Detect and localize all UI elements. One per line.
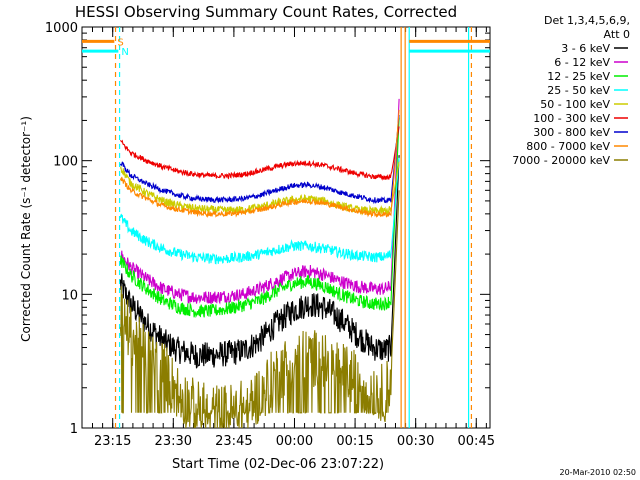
x-tick-label: 00:15 bbox=[336, 434, 373, 449]
chart-title: HESSI Observing Summary Count Rates, Cor… bbox=[75, 3, 457, 21]
orbit-bar-label: N bbox=[121, 47, 128, 58]
legend-label: 50 - 100 keV bbox=[540, 98, 610, 111]
y-tick-label: 10 bbox=[61, 288, 78, 303]
legend-label: 100 - 300 keV bbox=[533, 112, 610, 125]
series-line bbox=[119, 114, 400, 205]
plot-area: SN bbox=[82, 27, 490, 428]
series-line bbox=[119, 157, 400, 265]
x-tick-label: 23:30 bbox=[155, 434, 192, 449]
series-line bbox=[120, 98, 400, 305]
plot-frame bbox=[81, 26, 491, 429]
y-axis-label: Corrected Count Rate (s⁻¹ detector⁻¹) bbox=[19, 116, 33, 342]
legend-label: 800 - 7000 keV bbox=[526, 140, 610, 153]
series-line bbox=[119, 126, 400, 181]
x-tick-label: 00:00 bbox=[276, 434, 313, 449]
series-line bbox=[119, 161, 400, 216]
plot-content: SN bbox=[82, 27, 490, 428]
legend-label: 7000 - 20000 keV bbox=[512, 154, 610, 167]
date-stamp: 20-Mar-2010 02:50 bbox=[560, 468, 637, 477]
legend-label: 12 - 25 keV bbox=[547, 70, 610, 83]
legend-label: 25 - 50 keV bbox=[547, 84, 610, 97]
legend-label: 300 - 800 keV bbox=[533, 126, 610, 139]
legend-label: 6 - 12 keV bbox=[554, 56, 610, 69]
y-tick-label: 1 bbox=[70, 422, 78, 437]
legend-header: Att 0 bbox=[604, 28, 630, 41]
legend-label: 3 - 6 keV bbox=[561, 42, 610, 55]
legend-header: Det 1,3,4,5,6,9, bbox=[544, 14, 630, 27]
y-tick-label: 100 bbox=[53, 155, 78, 170]
x-tick-label: 00:45 bbox=[458, 434, 495, 449]
series-line bbox=[119, 190, 400, 428]
x-tick-label: 23:45 bbox=[215, 434, 252, 449]
x-tick-label: 00:30 bbox=[397, 434, 434, 449]
series-line bbox=[119, 117, 400, 319]
x-axis-label: Start Time (02-Dec-06 23:07:22) bbox=[172, 457, 384, 472]
series-line bbox=[119, 109, 400, 219]
y-tick-label: 1000 bbox=[45, 21, 78, 36]
plot-axes: 1 10 100 1000 23:15 23:30 23:45 00:00 00:15 00:30… bbox=[45, 21, 495, 449]
orbit-bar-label: S bbox=[117, 37, 123, 48]
x-tick-label: 23:15 bbox=[94, 434, 131, 449]
series-line bbox=[119, 155, 400, 369]
